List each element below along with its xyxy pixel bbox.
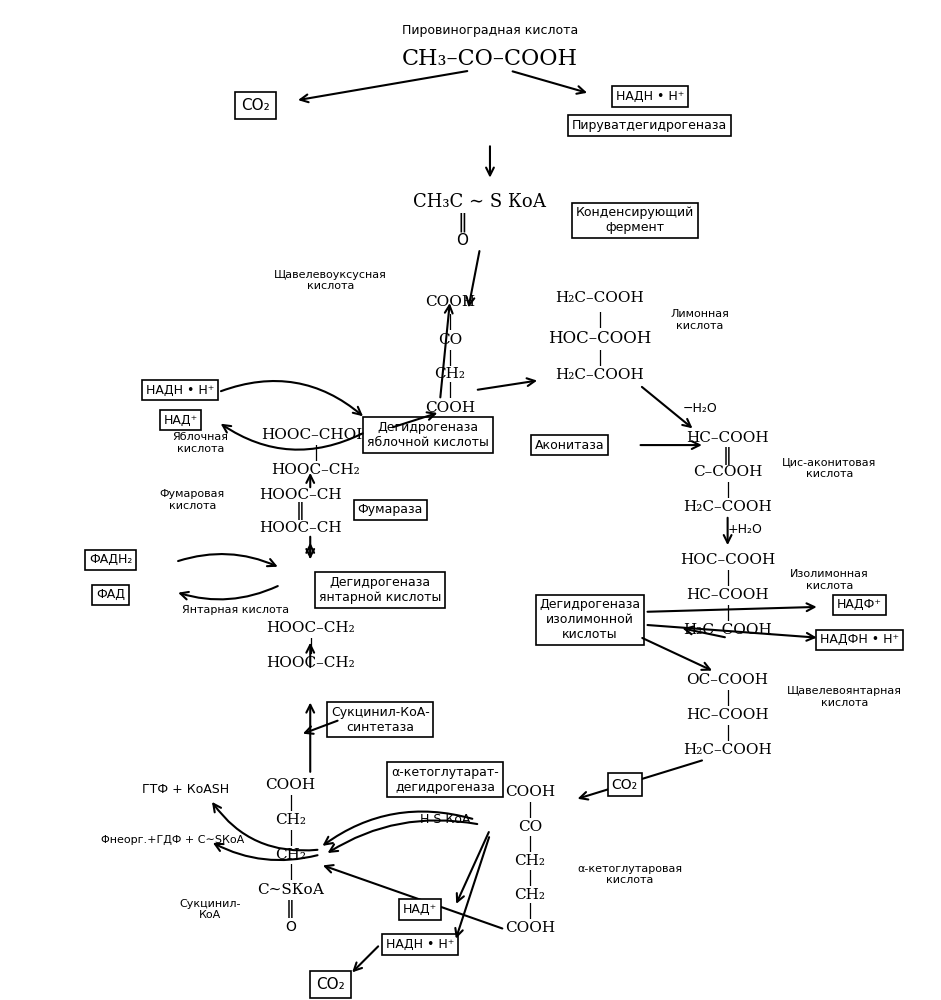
Text: СО: СО xyxy=(438,333,462,347)
Text: НАДФ⁺: НАДФ⁺ xyxy=(837,598,882,611)
Text: НАДН • H⁺: НАДН • H⁺ xyxy=(146,384,215,397)
Text: Пировиноградная кислота: Пировиноградная кислота xyxy=(402,24,578,37)
Text: НООС–СН₂: НООС–СН₂ xyxy=(266,656,355,670)
Text: |: | xyxy=(527,836,533,852)
Text: НАД⁺: НАД⁺ xyxy=(403,903,438,916)
Text: CO₂: CO₂ xyxy=(612,778,638,792)
Text: НООС–СНОН: НООС–СНОН xyxy=(261,428,370,442)
Text: H₂С–СООН: H₂С–СООН xyxy=(555,368,645,382)
Text: СООН: СООН xyxy=(265,778,315,792)
Text: НООС–СН₂: НООС–СН₂ xyxy=(271,463,359,477)
Text: НООС–СН: НООС–СН xyxy=(259,521,342,535)
Text: ФАДН₂: ФАДН₂ xyxy=(88,553,133,566)
Text: O: O xyxy=(456,233,468,248)
Text: СООН: СООН xyxy=(425,401,475,415)
Text: Янтарная кислота: Янтарная кислота xyxy=(182,605,289,615)
Text: Аконитаза: Аконитаза xyxy=(535,439,605,452)
Text: НАДН • H⁺: НАДН • H⁺ xyxy=(615,90,684,103)
Text: |: | xyxy=(598,350,602,366)
Text: Щавелевоуксусная
кислота: Щавелевоуксусная кислота xyxy=(274,270,387,291)
Text: ‖: ‖ xyxy=(286,900,295,918)
Text: НС–СООН: НС–СООН xyxy=(686,431,769,445)
Text: |: | xyxy=(726,605,730,621)
Text: |: | xyxy=(527,870,533,886)
Text: СН₂: СН₂ xyxy=(515,854,546,868)
Text: НООС–СН: НООС–СН xyxy=(259,488,342,502)
Text: ‖: ‖ xyxy=(457,213,467,232)
Text: |: | xyxy=(288,830,293,846)
Text: CH₃–CO–COOH: CH₃–CO–COOH xyxy=(402,48,578,70)
Text: НАДН • H⁺: НАДН • H⁺ xyxy=(386,938,455,951)
Text: СН₂: СН₂ xyxy=(515,888,546,902)
Text: НС–СООН: НС–СООН xyxy=(686,708,769,722)
Text: НОС–СООН: НОС–СООН xyxy=(680,553,775,567)
Text: Фумаровая
кислота: Фумаровая кислота xyxy=(160,489,225,511)
Text: ‖: ‖ xyxy=(723,447,732,465)
Text: НС–СООН: НС–СООН xyxy=(686,588,769,602)
Text: Сукцинил-
КоА: Сукцинил- КоА xyxy=(180,899,241,920)
Text: Изолимонная
кислота: Изолимонная кислота xyxy=(790,569,869,591)
Text: CH₃C ∼ S КоА: CH₃C ∼ S КоА xyxy=(413,193,547,211)
Text: Пируватдегидрогеназа: Пируватдегидрогеназа xyxy=(572,119,727,132)
Text: СН₂: СН₂ xyxy=(275,813,306,827)
Text: С–СООН: С–СООН xyxy=(693,465,762,479)
Text: |: | xyxy=(288,864,293,880)
Text: НООС–СН₂: НООС–СН₂ xyxy=(266,621,355,635)
Text: Щавелевоянтарная
кислота: Щавелевоянтарная кислота xyxy=(787,686,901,708)
Text: |: | xyxy=(288,795,293,811)
Text: Сукцинил-КоА-
синтетаза: Сукцинил-КоА- синтетаза xyxy=(330,706,429,734)
Text: Конденсирующий
фермент: Конденсирующий фермент xyxy=(576,206,694,234)
Text: |: | xyxy=(448,314,453,330)
Text: Дегидрогеназа
яблочной кислоты: Дегидрогеназа яблочной кислоты xyxy=(367,421,489,449)
Text: Φнеорг.+ГДФ + С∼SКоА: Φнеорг.+ГДФ + С∼SКоА xyxy=(101,835,244,845)
Text: |: | xyxy=(726,570,730,586)
Text: С∼SКоА: С∼SКоА xyxy=(257,883,324,897)
Text: ‖: ‖ xyxy=(295,502,305,520)
Text: |: | xyxy=(448,382,453,398)
Text: α-кетоглутарат-
дегидрогеназа: α-кетоглутарат- дегидрогеназа xyxy=(391,766,499,794)
Text: |: | xyxy=(726,690,730,706)
Text: H₂С–СООН: H₂С–СООН xyxy=(683,500,772,514)
Text: Дегидрогеназа
янтарной кислоты: Дегидрогеназа янтарной кислоты xyxy=(319,576,441,604)
Text: −H₂O: −H₂O xyxy=(682,402,717,415)
Text: α-кетоглутаровая
кислота: α-кетоглутаровая кислота xyxy=(577,864,682,885)
Text: Яблочная
кислота: Яблочная кислота xyxy=(172,432,229,454)
Text: СО: СО xyxy=(518,820,542,834)
Text: НАДФН • H⁺: НАДФН • H⁺ xyxy=(820,633,899,646)
Text: Лимонная
кислота: Лимонная кислота xyxy=(670,309,729,331)
Text: СН₂: СН₂ xyxy=(275,848,306,862)
Text: |: | xyxy=(598,312,602,328)
Text: H₂С–СООН: H₂С–СООН xyxy=(683,623,772,637)
Text: |: | xyxy=(448,350,453,366)
Text: НАД⁺: НАД⁺ xyxy=(164,414,198,427)
Text: H₂С–СООН: H₂С–СООН xyxy=(683,743,772,757)
Text: H S КоА: H S КоА xyxy=(420,813,470,826)
Text: |: | xyxy=(527,802,533,818)
Text: Цис-аконитовая
кислота: Цис-аконитовая кислота xyxy=(782,457,877,479)
Text: СООН: СООН xyxy=(505,785,555,799)
Text: СООН: СООН xyxy=(425,295,475,309)
Text: |: | xyxy=(726,482,730,498)
Text: ГТФ + КоАSH: ГТФ + КоАSH xyxy=(142,783,229,796)
Text: Дегидрогеназа
изолимонной
кислоты: Дегидрогеназа изолимонной кислоты xyxy=(539,598,641,641)
Text: O: O xyxy=(285,920,295,934)
Text: |: | xyxy=(726,725,730,741)
Text: |: | xyxy=(527,903,533,919)
Text: НОС–СООН: НОС–СООН xyxy=(548,330,651,347)
Text: CO₂: CO₂ xyxy=(241,98,270,113)
Text: СООН: СООН xyxy=(505,921,555,935)
Text: |: | xyxy=(308,638,312,654)
Text: CO₂: CO₂ xyxy=(316,977,344,992)
Text: ФАД: ФАД xyxy=(96,588,125,601)
Text: +H₂O: +H₂O xyxy=(727,523,762,536)
Text: H₂С–СООН: H₂С–СООН xyxy=(555,291,645,305)
Text: СН₂: СН₂ xyxy=(435,367,466,381)
Text: ОС–СООН: ОС–СООН xyxy=(687,673,769,687)
Text: |: | xyxy=(312,445,318,461)
Text: Фумараза: Фумараза xyxy=(358,503,423,516)
